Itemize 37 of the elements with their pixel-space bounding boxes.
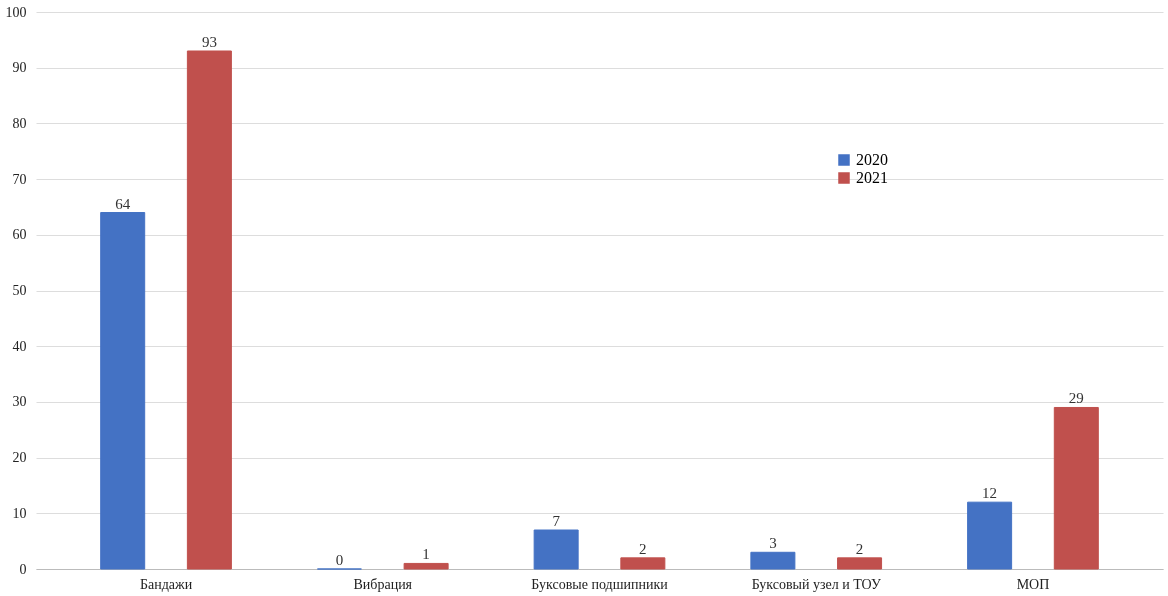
y-tick-label: 0 [19,561,27,577]
data-label: 7 [552,513,561,530]
bar [837,557,883,570]
y-tick-label: 80 [12,115,27,131]
data-label: 93 [201,33,217,50]
y-tick-label: 20 [12,450,27,466]
x-tick-label: Бандажи [139,576,193,592]
data-label: 2 [639,540,647,557]
y-tick-label: 10 [12,505,27,521]
y-tick-label: 90 [12,60,27,76]
bar [186,50,232,570]
x-tick-label: МОП [1016,576,1050,592]
data-label: 64 [115,195,131,212]
bar [750,551,796,570]
bar [403,562,449,570]
bar [100,212,146,570]
y-tick-label: 60 [12,227,27,243]
x-tick-label: Вибрация [353,576,413,592]
legend-label: 2021 [856,169,888,186]
y-tick-label: 50 [12,283,27,298]
legend-label: 2020 [856,151,888,168]
data-label: 0 [335,552,344,568]
x-tick-label: Буксовый узел и ТОУ [751,576,881,592]
data-label: 12 [982,485,998,502]
data-label: 1 [422,546,430,563]
bar [620,557,666,570]
y-tick-label: 100 [5,4,27,20]
data-label: 29 [1068,390,1084,407]
y-tick-label: 30 [12,394,27,410]
bar [967,501,1013,570]
data-label: 3 [769,535,777,552]
y-tick-label: 40 [12,338,27,354]
x-tick-label: Буксовые подшипники [531,576,669,592]
bar [533,529,579,570]
y-tick-label: 70 [12,171,27,187]
bar [1053,406,1099,570]
data-label: 2 [855,540,864,557]
